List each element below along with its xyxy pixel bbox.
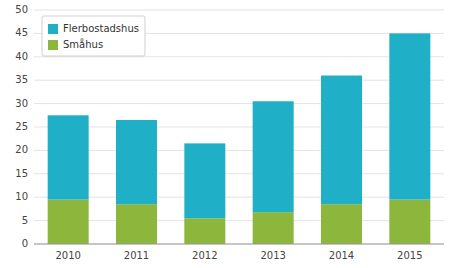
grid-line: [34, 220, 444, 221]
grid: [34, 10, 444, 244]
bar: [184, 218, 225, 244]
page: {"chart_data": {"type": "bar", "stacked"…: [0, 0, 454, 268]
grid-line: [34, 103, 444, 104]
bar: [321, 76, 362, 205]
grid-line: [34, 244, 444, 245]
legend-label: Småhus: [63, 38, 103, 50]
legend: Flerbostadshus Småhus: [42, 16, 145, 56]
grid-line: [34, 127, 444, 128]
grid-line: [34, 150, 444, 151]
series: [48, 33, 431, 218]
x-tick-label: 2010: [55, 250, 80, 261]
y-tick-label: 30: [15, 98, 28, 109]
bar: [184, 143, 225, 218]
legend-swatch: [48, 40, 58, 50]
bar: [116, 120, 157, 204]
y-tick-label: 25: [15, 121, 28, 132]
bar: [253, 212, 294, 244]
bar: [116, 204, 157, 244]
grid-line: [34, 10, 444, 11]
bar: [321, 204, 362, 244]
x-tick-label: 2012: [192, 250, 217, 261]
x-axis-line: [34, 244, 444, 245]
legend-swatch: [48, 24, 58, 34]
y-tick-label: 0: [22, 238, 28, 249]
series: [48, 200, 431, 244]
bar: [389, 33, 430, 199]
x-tick-label: 2011: [124, 250, 149, 261]
y-tick-label: 20: [15, 144, 28, 155]
legend-frame: [42, 16, 145, 56]
x-axis: 2010 2011 2012 2013 2014 2015: [55, 250, 422, 261]
x-tick-label: 2015: [397, 250, 422, 261]
y-tick-label: 50: [15, 4, 28, 15]
bar: [389, 200, 430, 244]
grid-line: [34, 197, 444, 198]
legend-label: Flerbostadshus: [63, 23, 139, 34]
chart: 0 5 10 15 20 25 30 35 40 45 50 2010 2011 2012 2013 2014…: [0, 0, 454, 268]
bar: [48, 200, 89, 244]
x-tick-label: 2013: [260, 250, 285, 261]
y-tick-label: 40: [15, 51, 28, 62]
bars: [48, 33, 431, 244]
y-tick-label: 35: [15, 74, 28, 85]
grid-line: [34, 56, 444, 57]
y-tick-label: 10: [15, 191, 28, 202]
y-tick-label: 45: [15, 27, 28, 38]
y-axis: 0 5 10 15 20 25 30 35 40 45 50: [15, 4, 28, 249]
bar: [253, 101, 294, 212]
grid-line: [34, 80, 444, 81]
grid-line: [34, 173, 444, 174]
bar: [48, 115, 89, 199]
x-tick-label: 2014: [329, 250, 354, 261]
y-tick-label: 5: [22, 215, 28, 226]
chart-container: 0 5 10 15 20 25 30 35 40 45 50 2010 2011 2012 2013 2014…: [0, 0, 454, 268]
y-tick-label: 15: [15, 168, 28, 179]
